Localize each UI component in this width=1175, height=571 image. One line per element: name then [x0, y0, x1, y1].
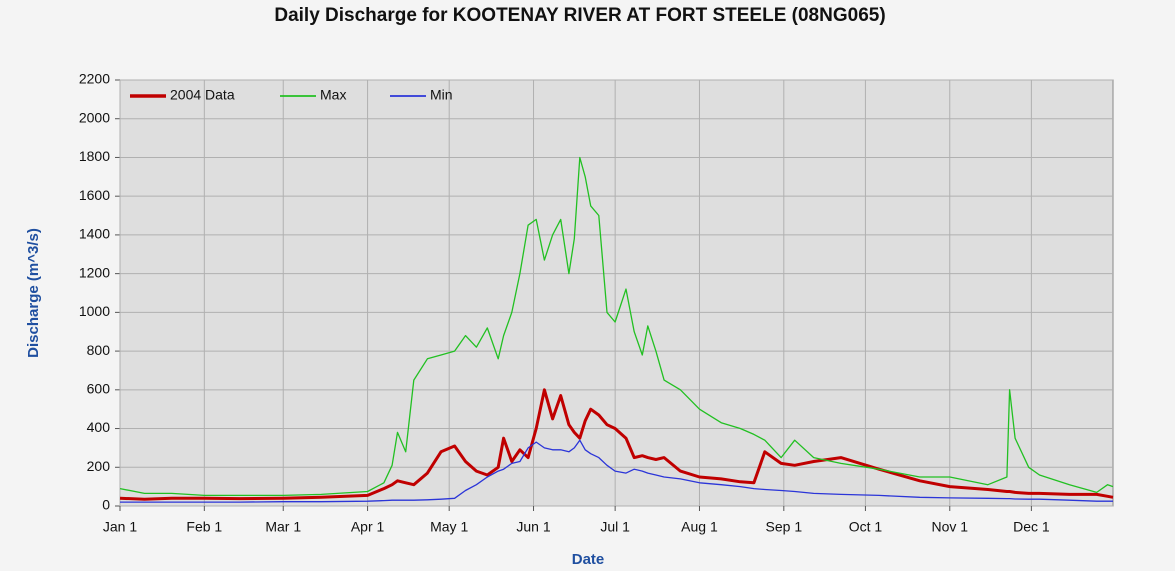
y-tick-label: 1400 — [79, 226, 110, 242]
x-tick-label: Mar 1 — [265, 519, 301, 535]
x-tick-label: Oct 1 — [849, 519, 883, 535]
x-tick-label: Jan 1 — [103, 519, 137, 535]
y-tick-label: 800 — [87, 342, 111, 358]
y-tick-label: 1800 — [79, 148, 110, 164]
y-tick-label: 400 — [87, 419, 111, 435]
y-tick-label: 2000 — [79, 109, 110, 125]
x-tick-label: Dec 1 — [1013, 519, 1050, 535]
x-tick-label: Jul 1 — [600, 519, 630, 535]
data-line — [120, 439, 1113, 503]
legend-label: 2004 Data — [170, 87, 235, 103]
x-axis-label: Date — [572, 551, 605, 568]
x-tick-label: Feb 1 — [186, 519, 222, 535]
y-tick-label: 200 — [87, 458, 111, 474]
x-tick-label: Jun 1 — [516, 519, 550, 535]
y-tick-label: 0 — [102, 497, 110, 513]
x-tick-label: Sep 1 — [766, 519, 803, 535]
y-tick-label: 1600 — [79, 187, 110, 203]
x-tick-label: Aug 1 — [681, 519, 718, 535]
y-tick-label: 600 — [87, 381, 111, 397]
legend-label: Min — [430, 87, 453, 103]
y-tick-label: 2200 — [79, 71, 110, 87]
chart-title: Daily Discharge for KOOTENAY RIVER AT FO… — [274, 5, 885, 26]
legend-label: Max — [320, 87, 346, 103]
data-line — [119, 156, 1114, 497]
y-tick-label: 1000 — [79, 303, 110, 319]
y-axis-label: Discharge (m^3/s) — [25, 228, 42, 358]
x-tick-label: May 1 — [430, 519, 468, 535]
x-tick-label: Nov 1 — [931, 519, 968, 535]
y-tick-label: 1200 — [79, 264, 110, 280]
x-tick-label: Apr 1 — [351, 519, 385, 535]
data-line — [119, 388, 1114, 501]
plot-area — [119, 79, 1114, 507]
